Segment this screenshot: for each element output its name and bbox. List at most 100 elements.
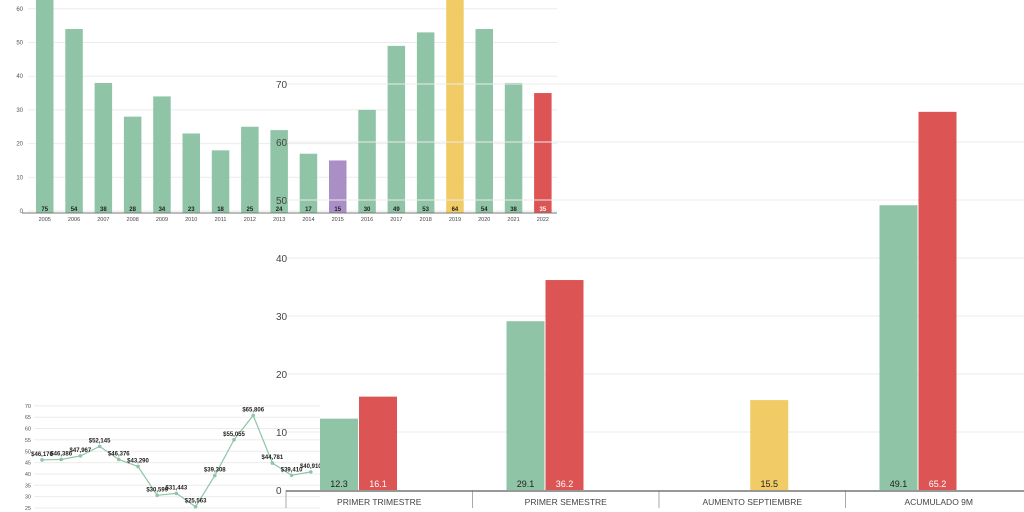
bar: [299, 153, 318, 213]
data-label: 29.1: [517, 479, 535, 489]
y-tick-label: 60: [16, 7, 23, 13]
y-tick-label: 50: [16, 41, 23, 47]
data-label: $39,308: [204, 468, 226, 474]
y-tick-label: 10: [16, 175, 23, 181]
bar: [94, 82, 113, 213]
x-tick-label: 2016: [361, 217, 373, 223]
data-label: 35: [540, 207, 547, 213]
bar: [359, 396, 397, 490]
data-label: 38: [510, 207, 517, 213]
y-tick-label: 60: [276, 138, 288, 149]
data-label: $52,145: [89, 438, 111, 444]
bar: [211, 150, 230, 213]
data-label: 49.1: [890, 479, 908, 489]
data-point: [78, 454, 83, 458]
data-label: 64: [452, 207, 459, 213]
y-tick-label: 40: [16, 74, 23, 80]
data-label: $55,055: [223, 432, 245, 438]
bar: [65, 29, 83, 213]
bar: [506, 321, 545, 490]
bar: [182, 133, 200, 213]
y-tick-label: 20: [16, 142, 23, 148]
data-label: $44,781: [262, 455, 284, 461]
data-label: 53: [422, 207, 429, 213]
data-label: 36.2: [556, 479, 574, 489]
data-point: [193, 504, 198, 509]
data-label: $47,967: [70, 448, 92, 454]
x-tick-label: 2011: [215, 217, 227, 223]
data-label: 18: [217, 207, 224, 213]
data-label: $25,563: [185, 499, 207, 505]
data-label: 38: [100, 207, 107, 213]
data-point: [155, 493, 159, 498]
data-point: [136, 464, 140, 469]
data-point: [40, 458, 44, 462]
data-label: $39,410: [281, 467, 303, 473]
data-point: [309, 470, 313, 474]
data-label: 24: [276, 207, 283, 213]
bar: [918, 111, 957, 490]
x-tick-label: 2010: [185, 217, 197, 223]
data-label: 49: [393, 207, 400, 213]
data-label: $31,443: [166, 485, 188, 491]
data-label: 23: [188, 207, 195, 213]
data-label: $40,910: [300, 464, 322, 470]
bar: [329, 160, 347, 213]
data-label: 30: [364, 207, 371, 213]
y-tick-label: 70: [276, 80, 288, 91]
data-point: [97, 444, 102, 449]
x-tick-label: 2005: [39, 217, 51, 223]
x-tick-label: 2006: [68, 217, 80, 223]
data-label: 54: [481, 207, 488, 213]
x-tick-label: PRIMER TRIMESTRE: [337, 497, 422, 507]
data-label: 28: [129, 207, 136, 213]
y-tick-label: 25: [25, 506, 31, 512]
x-tick-label: 2020: [478, 217, 490, 223]
y-tick-label: 40: [276, 254, 288, 265]
x-tick-label: 2012: [244, 217, 256, 223]
y-tick-label: 60: [25, 427, 31, 433]
bar: [504, 82, 523, 213]
bar: [270, 130, 288, 213]
y-tick-label: 65: [25, 415, 31, 421]
data-label: 54: [71, 207, 78, 213]
data-point: [117, 457, 121, 462]
x-tick-label: PRIMER SEMESTRE: [525, 497, 608, 507]
x-tick-label: 2013: [273, 217, 285, 223]
bar: [153, 96, 171, 213]
x-tick-label: 2021: [507, 217, 519, 223]
y-tick-label: 30: [25, 495, 31, 501]
bar: [750, 400, 789, 490]
y-tick-label: 10: [276, 428, 288, 439]
y-tick-label: 30: [276, 312, 288, 323]
data-label: 15.5: [760, 479, 778, 489]
x-tick-label: 2015: [332, 217, 344, 223]
data-label: $46,376: [108, 451, 130, 457]
data-point: [174, 491, 179, 496]
bar: [545, 280, 584, 490]
data-label: $30,599: [146, 487, 168, 493]
y-tick-label: 55: [25, 438, 31, 444]
y-tick-label: 0: [276, 486, 282, 497]
y-tick-label: 30: [16, 108, 23, 114]
data-label: $46,176: [31, 452, 53, 458]
x-tick-label: 2019: [449, 217, 461, 223]
line-chart: 25 30 35 40 45 50 55 60 65 70 $46,176$46,386$47,96…: [25, 404, 322, 512]
data-label: 25: [247, 207, 254, 213]
data-label: 12.3: [330, 479, 348, 489]
data-label: 17: [305, 207, 312, 213]
data-point: [59, 457, 63, 462]
y-tick-label: 45: [25, 461, 31, 467]
bar: [241, 126, 259, 213]
bar: [416, 32, 435, 213]
x-tick-label: 2017: [390, 217, 402, 223]
bar: [358, 109, 376, 213]
y-tick-label: 50: [25, 449, 31, 455]
yearly-bar-chart: 0 10 20 30 40 50 60 75 2005 54 2006 38 2007 28 2008 34 2…: [16, 0, 557, 223]
y-tick-label: 70: [25, 404, 31, 410]
bar: [534, 93, 552, 213]
data-point: [270, 461, 275, 465]
x-tick-label: 2018: [420, 217, 432, 223]
bar: [446, 0, 464, 213]
bar: [123, 116, 142, 213]
